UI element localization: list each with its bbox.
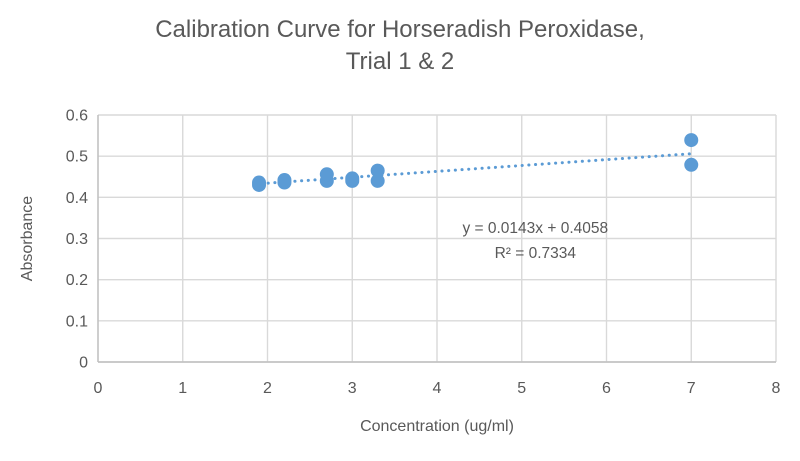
y-tick-label: 0 [79,355,88,372]
data-point [684,133,699,148]
y-tick-label: 0.3 [66,231,88,248]
x-tick-label: 5 [517,380,526,397]
data-point [370,173,385,188]
x-axis-title: Concentration (ug/ml) [360,418,514,435]
y-tick-label: 0.6 [66,108,88,125]
data-point [252,175,267,190]
data-point [277,173,292,188]
x-tick-label: 0 [94,380,103,397]
x-tick-label: 4 [433,380,442,397]
data-point [319,167,334,182]
y-tick-label: 0.4 [66,190,88,207]
y-tick-label: 0.1 [66,313,88,330]
y-axis-title: Absorbance [19,196,36,281]
r-squared-label: R² = 0.7334 [495,245,577,262]
chart-title-line2: Trial 1 & 2 [345,48,455,75]
chart-title-line1: Calibration Curve for Horseradish Peroxi… [155,16,645,43]
trendline-equation: y = 0.0143x + 0.4058 [462,220,608,237]
x-tick-label: 3 [348,380,357,397]
x-tick-label: 6 [602,380,611,397]
y-tick-label: 0.5 [66,149,88,166]
data-point [684,157,699,172]
x-tick-label: 8 [772,380,781,397]
x-tick-label: 1 [178,380,187,397]
x-tick-label: 7 [687,380,696,397]
x-tick-label: 2 [263,380,272,397]
y-tick-label: 0.2 [66,272,88,289]
data-point [345,171,360,186]
chart-title: Calibration Curve for Horseradish Peroxi… [0,14,800,78]
data-point [370,163,385,178]
